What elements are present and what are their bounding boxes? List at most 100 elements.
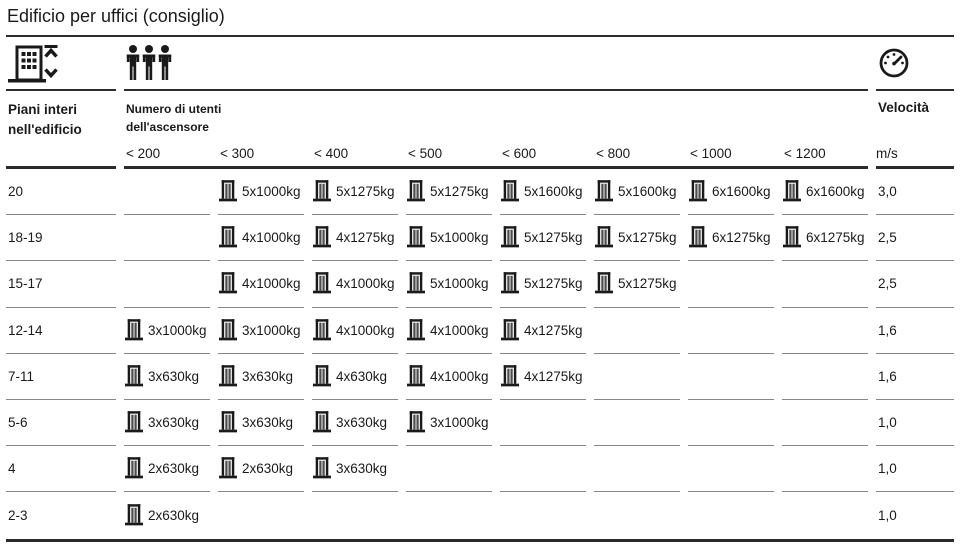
lift-config-cell-empty <box>594 308 680 354</box>
elevator-doors-icon <box>313 318 331 341</box>
lift-config-label: 4x1275kg <box>524 368 583 384</box>
lift-config-cell-empty <box>594 446 680 493</box>
three-persons-icon <box>126 45 172 80</box>
speed-value-cell: 3,0 <box>876 169 954 216</box>
lift-config-cell: 5x1275kg <box>500 215 586 262</box>
lift-config-cell-empty <box>688 308 774 354</box>
lift-config-cell: 3x630kg <box>218 400 304 447</box>
lift-config-cell-empty <box>218 492 304 538</box>
table-grid: Piani interi nell'edificio Numero di ute… <box>6 37 954 539</box>
lift-config-cell-empty <box>406 492 492 538</box>
speed-unit-label: m/s <box>876 141 954 169</box>
floors-range-cell: 12-14 <box>6 308 116 354</box>
lift-config-label: 3x630kg <box>242 368 294 384</box>
lift-config-label: 6x1275kg <box>712 230 771 246</box>
lift-config-cell: 6x1600kg <box>782 169 868 216</box>
user-col-label: < 200 <box>126 146 161 161</box>
lift-config-label: 5x1600kg <box>524 184 583 200</box>
lift-config-cell: 4x1275kg <box>500 354 586 400</box>
user-count-subheader: < 200 < 300 < 400 < 500 < 600 < 800 < 10… <box>124 141 868 169</box>
lift-config-label: 6x1600kg <box>806 184 865 200</box>
speed-value-cell: 1,0 <box>876 446 954 493</box>
speed-icon-cell <box>876 37 954 91</box>
lift-config-cell: 5x1275kg <box>500 261 586 308</box>
lift-config-cell-empty <box>688 261 774 308</box>
floors-range-cell: 20 <box>6 169 116 216</box>
lift-config-cell: 2x630kg <box>218 446 304 493</box>
lift-config-label: 5x1000kg <box>430 230 489 246</box>
person-icon <box>142 45 156 80</box>
lift-config-label: 5x1275kg <box>336 184 395 200</box>
elevator-doors-icon <box>313 226 331 248</box>
lift-config-cell: 3x630kg <box>312 446 398 493</box>
lift-config-label: 4x1000kg <box>430 368 489 384</box>
lift-config-cell-empty <box>594 354 680 400</box>
elevator-doors-icon <box>125 457 143 479</box>
elevator-selection-table: Piani interi nell'edificio Numero di ute… <box>6 37 954 542</box>
lift-config-cell: 4x1000kg <box>406 354 492 400</box>
elevator-doors-icon <box>595 180 613 202</box>
lift-config-label: 3x630kg <box>148 368 200 384</box>
building-icon-cell <box>6 37 116 91</box>
lift-config-cell-empty <box>782 261 868 308</box>
elevator-doors-icon <box>313 365 331 387</box>
floors-range-cell: 7-11 <box>6 354 116 400</box>
lift-config-cell-empty <box>500 492 586 538</box>
lift-config-cell: 2x630kg <box>124 446 210 493</box>
lift-config-label: 5x1000kg <box>242 184 301 200</box>
lift-config-cell: 5x1600kg <box>594 169 680 216</box>
lift-config-cell: 3x630kg <box>312 400 398 447</box>
elevator-doors-icon <box>219 272 237 294</box>
floors-range-cell: 18-19 <box>6 215 116 262</box>
lift-config-cell: 4x630kg <box>312 354 398 400</box>
lift-config-cell-empty <box>124 215 210 262</box>
speed-value-cell: 1,6 <box>876 308 954 354</box>
lift-config-cell: 3x1000kg <box>406 400 492 447</box>
floors-range-cell: 5-6 <box>6 400 116 447</box>
elevator-doors-icon <box>689 226 707 248</box>
lift-config-cell-empty <box>782 308 868 354</box>
speed-value-cell: 2,5 <box>876 261 954 308</box>
lift-config-cell: 3x630kg <box>124 400 210 447</box>
elevator-doors-icon <box>313 180 331 202</box>
elevator-doors-icon <box>501 180 519 202</box>
user-col-label: < 500 <box>408 146 443 161</box>
lift-config-cell-empty <box>594 492 680 538</box>
subheader-spacer-cell <box>6 141 116 169</box>
lift-config-cell: 4x1000kg <box>218 215 304 262</box>
elevator-doors-icon <box>313 457 331 479</box>
elevator-doors-icon <box>219 318 237 341</box>
lift-config-label: 4x1000kg <box>336 322 395 338</box>
lift-config-label: 3x1000kg <box>430 415 489 431</box>
lift-config-cell: 5x1000kg <box>406 261 492 308</box>
lift-config-label: 4x1275kg <box>336 230 395 246</box>
elevator-doors-icon <box>501 226 519 248</box>
speed-value-cell: 1,0 <box>878 507 897 523</box>
lift-config-cell-empty <box>782 492 868 538</box>
person-icon <box>158 45 172 80</box>
lift-config-cell-empty <box>406 446 492 493</box>
elevator-doors-icon <box>407 180 425 202</box>
user-col-label: < 400 <box>314 146 349 161</box>
lift-config-cell-empty <box>312 492 398 538</box>
lift-config-label: 2x630kg <box>148 507 200 523</box>
elevator-doors-icon <box>219 226 237 248</box>
floors-range-cell: 15-17 <box>6 261 116 308</box>
lift-config-cell: 4x1000kg <box>312 261 398 308</box>
lift-config-cell: 6x1275kg <box>688 215 774 262</box>
lift-config-label: 3x1000kg <box>242 322 301 338</box>
users-column-header: Numero di utenti dell'ascensore <box>126 102 222 134</box>
elevator-doors-icon <box>219 180 237 202</box>
elevator-doors-icon <box>595 272 613 294</box>
lift-config-cell-empty <box>500 400 586 447</box>
lift-config-cell-empty <box>688 492 774 538</box>
elevator-doors-icon <box>219 457 237 479</box>
lift-config-cell: 5x1275kg <box>594 261 680 308</box>
lift-config-cell: 5x1000kg <box>406 215 492 262</box>
lift-config-label: 3x630kg <box>242 415 294 431</box>
lift-config-cell-empty <box>782 446 868 493</box>
lift-config-label: 4x1000kg <box>430 322 489 338</box>
lift-config-cell: 4x1275kg <box>312 215 398 262</box>
elevator-doors-icon <box>219 411 237 433</box>
